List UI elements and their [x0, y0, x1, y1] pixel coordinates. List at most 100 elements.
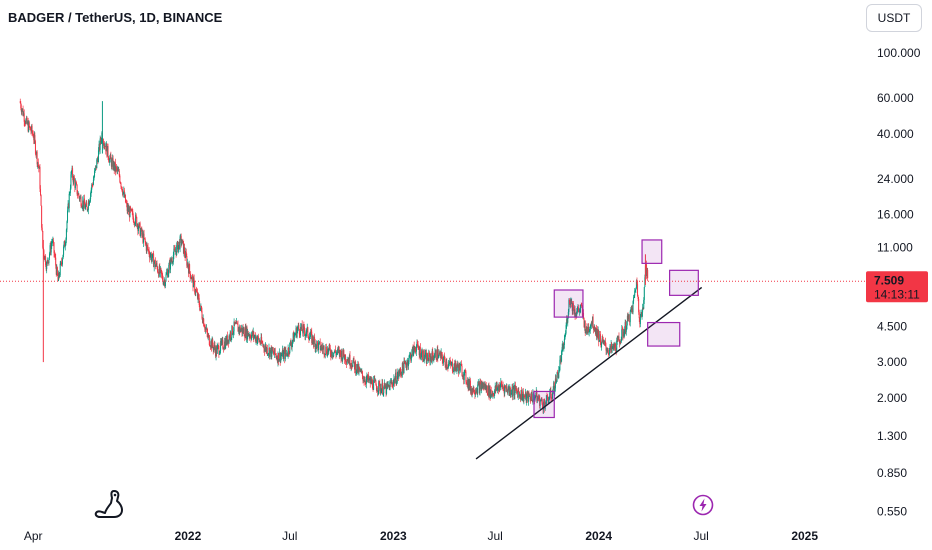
candle-body — [91, 184, 93, 190]
candle-body — [181, 239, 183, 243]
candle-body — [272, 350, 274, 352]
candle-body — [500, 381, 502, 384]
candle-body — [344, 354, 346, 362]
candle-body — [217, 345, 219, 347]
candle-body — [512, 387, 514, 396]
candle-body — [616, 337, 618, 341]
time-axis[interactable]: Apr 2022 Jul 2023 Jul 2024 Jul 2025 — [24, 529, 818, 543]
candle-body — [201, 311, 203, 319]
candle-body — [463, 375, 465, 380]
price-axis[interactable]: 100.000 60.000 40.000 24.000 16.000 11.000 4.5… — [877, 46, 921, 518]
annotations[interactable] — [475, 239, 703, 460]
candle-body — [590, 325, 592, 327]
candle-body — [148, 250, 150, 255]
candle-body — [596, 329, 598, 338]
candle-body — [174, 249, 176, 252]
candle-body — [131, 209, 133, 212]
candle-body — [438, 353, 440, 355]
candle-body — [240, 327, 242, 330]
price-tick-label: 2.000 — [877, 391, 907, 405]
candle-body — [29, 126, 31, 131]
candle-body — [393, 378, 395, 382]
candle-body — [631, 308, 633, 313]
candle-body — [40, 188, 42, 196]
candle-body — [149, 255, 151, 259]
candle-body — [620, 339, 622, 343]
candle-body — [344, 354, 346, 360]
candle-body — [199, 304, 201, 311]
flash-icon[interactable] — [692, 494, 714, 516]
candle-body — [567, 311, 569, 318]
candle-body — [69, 188, 71, 194]
candle-body — [132, 211, 134, 217]
candle-body — [612, 344, 614, 349]
candle-body — [316, 341, 318, 344]
candle-body — [78, 196, 80, 200]
candle-body — [622, 331, 624, 337]
candle-body — [618, 336, 620, 340]
candle-body — [368, 379, 370, 381]
candle-body — [523, 395, 525, 397]
candle-body — [164, 281, 166, 286]
candle-body — [455, 361, 457, 367]
candle-body — [390, 381, 392, 384]
candle-body — [589, 330, 591, 332]
candle-body — [486, 385, 488, 394]
candle-body — [114, 162, 116, 171]
candle-body — [148, 249, 150, 251]
candle-body — [360, 370, 362, 372]
candle-body — [180, 236, 182, 237]
candle-body — [130, 206, 132, 210]
candle-body — [621, 329, 623, 340]
candle-body — [545, 395, 547, 405]
candle-body — [402, 367, 404, 374]
candle-body — [119, 175, 121, 183]
candle-body — [627, 315, 629, 320]
candle-body — [41, 205, 43, 228]
candle-body — [351, 364, 353, 366]
candle-body — [57, 275, 59, 282]
candle-body — [643, 299, 645, 309]
candle-body — [499, 385, 501, 391]
candle-body — [260, 343, 262, 345]
price-tick-label: 24.000 — [877, 172, 914, 186]
candle-body — [162, 274, 164, 281]
candle-body — [110, 154, 112, 160]
candle-body — [217, 345, 219, 347]
candle-body — [204, 327, 206, 330]
candle-body — [144, 238, 146, 240]
candle-body — [158, 266, 160, 277]
candle-body — [139, 222, 141, 224]
candle-body — [99, 144, 101, 150]
candle-body — [426, 352, 428, 364]
candle-body — [397, 371, 399, 377]
candle-body — [145, 243, 147, 251]
candle-body — [444, 355, 446, 360]
candle-body — [407, 360, 409, 366]
candle-body — [189, 271, 191, 278]
price-tick-label: 11.000 — [877, 241, 913, 255]
candle-body — [27, 121, 29, 132]
price-tick-label: 1.300 — [877, 429, 907, 443]
candle-body — [270, 347, 272, 357]
candle-body — [258, 338, 260, 342]
candle-body — [408, 355, 410, 362]
candle-body — [184, 247, 186, 255]
candle-body — [624, 329, 626, 336]
candle-body — [624, 322, 626, 330]
candle-body — [260, 337, 262, 344]
candle-body — [303, 326, 305, 332]
tradingview-dino-icon[interactable] — [92, 488, 126, 520]
candle-body — [171, 260, 173, 263]
candle-body — [558, 370, 560, 371]
candle-body — [587, 326, 589, 334]
candle-body — [281, 349, 283, 356]
candle-body — [20, 108, 22, 113]
candle-body — [254, 335, 256, 337]
currency-button[interactable]: USDT — [866, 4, 922, 32]
candle-body — [436, 358, 438, 361]
candle-body — [376, 390, 378, 391]
candle-body — [104, 146, 106, 147]
candle-body — [100, 141, 102, 142]
